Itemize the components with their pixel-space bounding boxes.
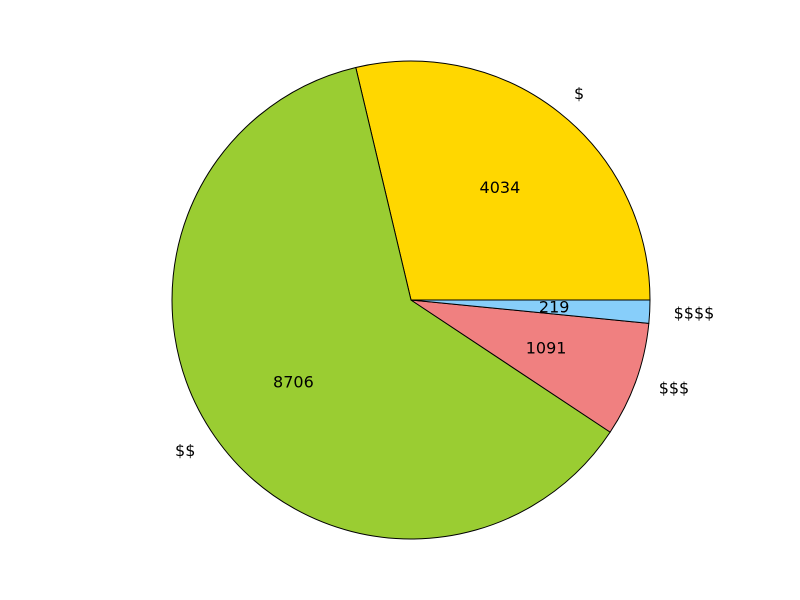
pie-category-label-1: $ (574, 84, 584, 103)
pie-value-label-2: 8706 (273, 373, 314, 392)
pie-slices (171, 60, 651, 540)
pie-category-label-2: $$ (175, 441, 195, 460)
pie-value-labels: 4034 8706 1091 219 (273, 178, 569, 392)
pie-category-label-4: $$$$ (674, 303, 715, 322)
pie-slice-3 (410, 299, 650, 433)
pie-slice-4 (410, 299, 651, 324)
pie-slice-1 (355, 60, 651, 301)
pie-value-label-1: 4034 (480, 178, 521, 197)
pie-slice-2 (171, 66, 611, 540)
pie-value-label-4: 219 (539, 298, 570, 317)
pie-category-labels: $$$$$$$$$$ (175, 84, 714, 460)
pie-category-label-3: $$$ (659, 379, 690, 398)
pie-value-label-3: 1091 (526, 339, 567, 358)
